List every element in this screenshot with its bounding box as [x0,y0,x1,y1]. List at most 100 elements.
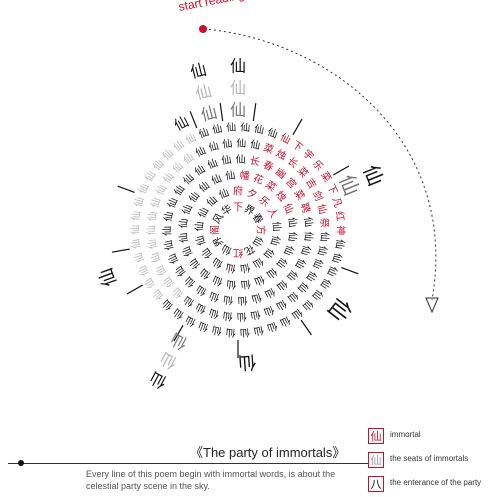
ring-char: 仙 [187,256,203,272]
ring-char: 乐 [310,158,326,173]
ray-char: 仙 [188,60,208,82]
ring-char: 仙 [292,256,308,271]
ring-char: 仙 [300,297,316,313]
ring-char: 仙 [136,264,152,278]
ring-char: 仙 [193,143,208,159]
ring-char: 幡 [239,168,250,182]
ring-char: 仙 [196,179,212,195]
ring-char: 仙 [171,306,187,322]
ring-char: 仙 [145,238,159,250]
ring-char: 仙 [207,289,221,305]
ring-char: 菜 [263,179,278,195]
ring-char: 仙 [179,244,195,258]
ring-char: 神 [334,225,347,235]
ring-char: 仙 [161,210,176,222]
ring-char: 仙 [278,314,293,330]
ring-char: 春 [261,159,275,174]
ring-char: 仙 [303,269,319,284]
ring-char: 仙 [169,159,185,175]
ring-char: 夕 [245,187,259,202]
ring-char: 仙 [265,319,279,335]
center-char: 下 [233,203,243,214]
ring-char: 仙 [129,210,143,222]
ring-char: 仙 [183,313,198,329]
ring-char: 仙 [164,196,180,210]
ray-char: 仙 [172,114,192,135]
ring-char: 仙 [142,276,158,291]
ring-char: 仙 [310,257,326,271]
ring-char: 仙 [210,273,224,289]
ring-char: 仙 [181,294,197,310]
ring-char: 仙 [239,326,250,340]
ring-char: 仙 [176,218,190,229]
ring-char: 菜 [318,170,333,185]
ring-char: 菜 [291,188,306,203]
ring-char: 仙 [150,157,166,173]
ring-char: 仙 [180,171,196,187]
ring-char: 仙 [176,232,190,244]
ring-char: 仙 [207,139,220,154]
ring-char: 仙 [144,225,157,235]
ring-char: 仙 [171,138,187,154]
ray-char: 仙 [230,79,246,98]
ring-char: 仙 [160,170,176,186]
ring-char: 仙 [250,291,263,306]
ring-char: 仙 [194,283,209,299]
ring-char: 仙 [192,162,207,178]
ring-char: 仙 [270,221,284,232]
ring-char: 仙 [131,251,146,264]
ray-char: 仙 [322,292,355,325]
ring-char: 仙 [298,244,313,257]
ring-char: 仙 [310,287,326,303]
tick-mark [333,166,349,175]
poem-description: Every line of this poem begin with immor… [86,468,356,492]
ring-char: 仙 [281,201,297,215]
ring-char: 仙 [150,287,166,303]
ring-char: 仙 [330,251,345,264]
ring-char: 仙 [148,251,164,265]
ring-char: 仙 [148,196,163,210]
ring-char: 仙 [239,261,251,276]
ring-char: 府 [233,185,243,198]
ring-char: 仙 [302,231,316,242]
ray-char: 仙 [167,329,190,353]
ring-char: 仙 [222,309,233,323]
ring-char: 仙 [136,182,152,196]
divider-line [8,463,368,464]
ring-char: 仙 [182,274,198,290]
ring-char: 剑 [310,189,326,203]
ring-char: 仙 [240,277,252,291]
ring-char: 仙 [236,310,247,323]
center-char: 方 [255,225,268,235]
ray-char: 仙 [194,81,214,103]
ring-char: 仙 [161,239,176,252]
ring-char: 仙 [235,152,245,165]
ray-char: 仙 [95,265,121,289]
ring-char: 仙 [172,264,188,280]
poem-title: 《The party of immortals》 [190,442,345,461]
ring-char: 仙 [171,182,187,198]
ring-char: 仙 [274,297,289,313]
ring-char: 长 [248,154,261,168]
tick-mark [118,186,135,192]
ring-char: 仙 [315,203,330,216]
ring-char: 仙 [263,285,278,301]
ring-char: 乐 [256,194,271,210]
ring-char: 仙 [253,324,265,339]
ring-char: 仙 [226,120,237,134]
ring-char: 仙 [249,308,261,323]
ring-char: 仙 [318,276,334,291]
ring-char: 菜 [295,165,311,180]
ring-char: 仙 [199,246,215,262]
ring-char: 仙 [165,252,181,266]
tick-mark [253,103,256,121]
ring-char: 仙 [197,125,211,141]
ring-char: 仙 [186,189,202,205]
ring-char: 仙 [315,244,330,257]
ring-char: 仙 [220,153,232,167]
ring-char: 仙 [217,186,231,202]
ring-char: 仙 [262,303,276,319]
tick-mark [190,111,197,128]
